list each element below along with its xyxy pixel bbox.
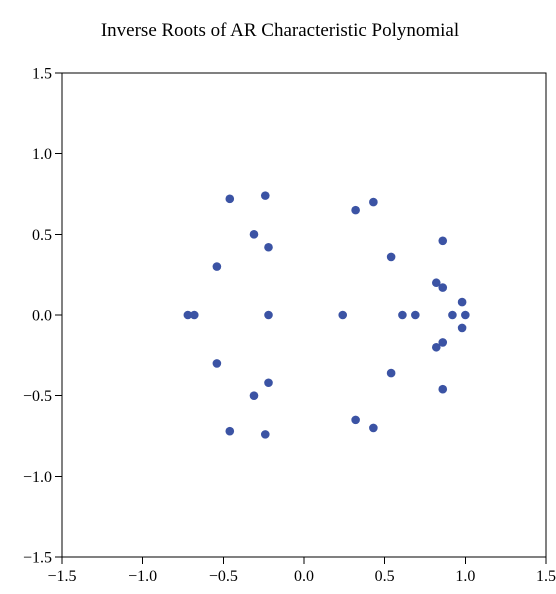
data-point (438, 384, 448, 394)
x-tick-label: −0.5 (209, 568, 238, 585)
y-tick-label: 1.0 (32, 146, 52, 163)
y-tick-label: 0.0 (32, 308, 52, 325)
data-point (369, 423, 378, 433)
data-point (225, 426, 235, 436)
plot-frame (61, 72, 547, 558)
data-point (212, 359, 222, 368)
data-point (438, 338, 448, 347)
data-point (264, 378, 273, 388)
data-point (225, 194, 235, 204)
data-point (398, 310, 407, 320)
x-tick-label: 1.5 (536, 568, 556, 585)
data-point (264, 310, 273, 320)
data-point (431, 342, 441, 352)
data-point (249, 230, 259, 239)
data-point (457, 323, 467, 333)
data-point (249, 391, 259, 400)
data-point (351, 205, 360, 215)
x-tick-label: 1.0 (455, 568, 475, 585)
y-tick-label: 0.5 (32, 227, 52, 244)
data-point (212, 262, 222, 271)
data-point (386, 368, 396, 378)
data-point (351, 415, 360, 425)
data-point (369, 197, 378, 207)
data-point (189, 310, 199, 320)
data-point (461, 310, 470, 320)
data-point (431, 278, 441, 288)
chart-title: Inverse Roots of AR Characteristic Polyn… (101, 20, 459, 41)
data-point (457, 297, 467, 307)
y-tick-label: −1.0 (23, 469, 52, 486)
data-point (386, 252, 396, 262)
y-tick-label: −1.5 (23, 550, 52, 567)
y-tick-label: −0.5 (23, 388, 52, 405)
points-layer (183, 191, 470, 439)
data-point (448, 310, 457, 320)
x-tick-label: −1.5 (47, 568, 76, 585)
plot-area (61, 72, 547, 558)
x-axis: −1.5 −1.0 −0.5 0.0 0.5 1.0 1.5 (47, 557, 556, 585)
y-tick-label: 1.5 (32, 66, 52, 83)
data-point (338, 310, 348, 320)
data-point (260, 191, 270, 200)
data-point (260, 430, 270, 439)
data-point (438, 283, 448, 292)
data-point (183, 310, 193, 320)
y-axis: 1.5 1.0 0.5 0.0 −0.5 −1.0 −1.5 (23, 66, 62, 567)
data-point (438, 236, 448, 246)
x-tick-label: 0.0 (294, 568, 314, 585)
x-tick-label: 0.5 (375, 568, 395, 585)
x-tick-label: −1.0 (128, 568, 157, 585)
data-point (264, 242, 273, 252)
data-point (411, 310, 420, 320)
